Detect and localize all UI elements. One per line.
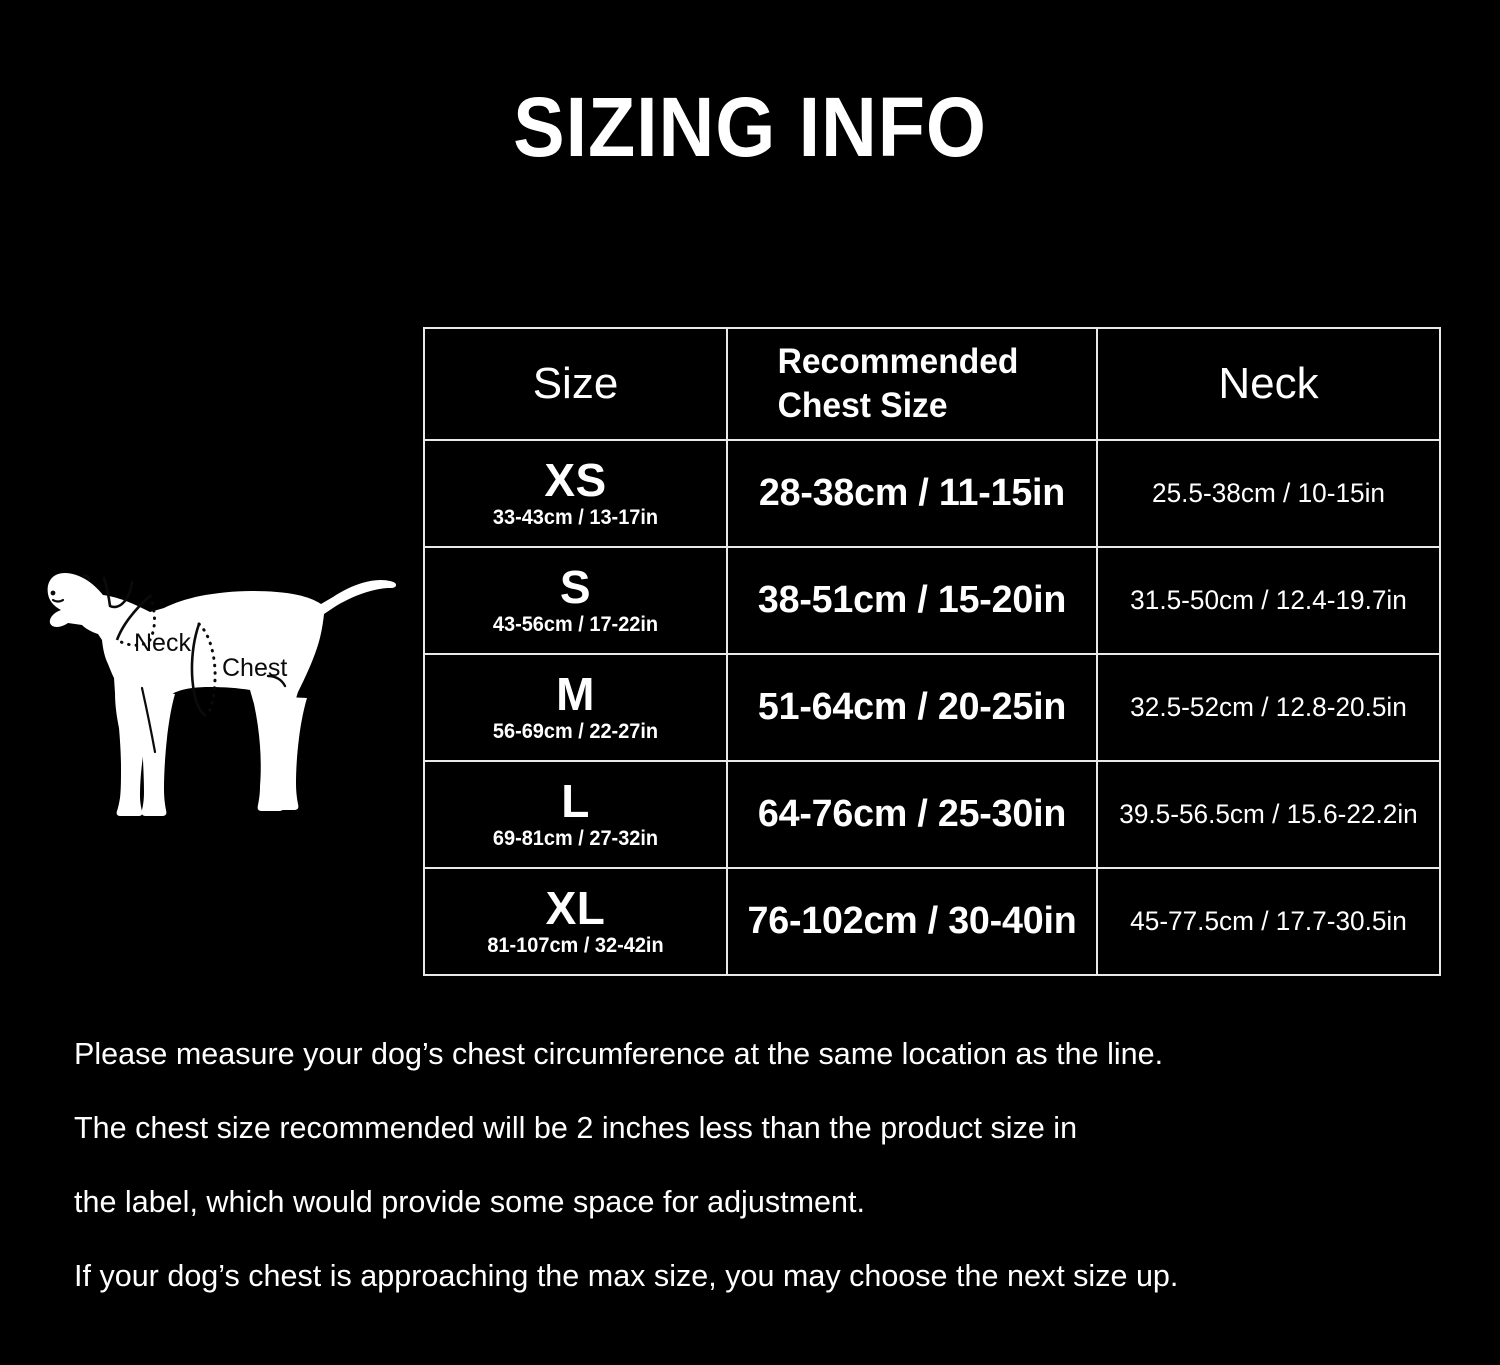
cell-chest-s: 38-51cm / 15-20in	[727, 546, 1097, 655]
size-range: 33-43cm / 13-17in	[492, 505, 659, 529]
dog-eye	[82, 574, 91, 582]
size-range: 69-81cm / 27-32in	[492, 826, 659, 850]
table-row: M 56-69cm / 22-27in 51-64cm / 20-25in 32…	[423, 653, 1440, 762]
dog-nose-dot	[50, 590, 56, 596]
size-letter: S	[559, 560, 592, 613]
dog-shoulder-line	[140, 686, 157, 754]
cell-chest-m: 51-64cm / 20-25in	[727, 653, 1097, 762]
note-line-2: The chest size recommended will be 2 inc…	[74, 1110, 1078, 1145]
cell-size-s: S 43-56cm / 17-22in	[423, 546, 728, 655]
header-size: Size	[423, 327, 728, 441]
cell-chest-xl: 76-102cm / 30-40in	[727, 867, 1097, 976]
sizing-table: Size Recommended Chest Size Neck XS 33-4…	[423, 327, 1441, 976]
header-chest-line1: Recommended	[777, 342, 1019, 382]
chest-label: Chest	[222, 654, 287, 682]
size-letter: XS	[544, 453, 607, 506]
chest-measure-dotted	[197, 622, 217, 718]
cell-neck-xs: 25.5-38cm / 10-15in	[1101, 439, 1436, 548]
table-row: L 69-81cm / 27-32in 64-76cm / 25-30in 39…	[423, 760, 1440, 869]
cell-chest-xs: 28-38cm / 11-15in	[727, 439, 1097, 548]
header-chest-line2: Chest Size	[777, 386, 948, 425]
table-header-row: Size Recommended Chest Size Neck	[423, 327, 1441, 441]
cell-size-l: L 69-81cm / 27-32in	[423, 760, 728, 869]
neck-label: Neck	[134, 629, 191, 657]
neck-measure-dotted	[115, 594, 156, 647]
notes-section: Please measure your dog’s chest circumfe…	[74, 1038, 1454, 1334]
table-row: S 43-56cm / 17-22in 38-51cm / 15-20in 31…	[423, 546, 1440, 655]
size-letter: M	[556, 667, 595, 720]
cell-chest-l: 64-76cm / 25-30in	[727, 760, 1097, 869]
note-line-4: If your dog’s chest is approaching the m…	[74, 1258, 1179, 1293]
page-title: SIZING INFO	[513, 80, 987, 174]
size-range: 81-107cm / 32-42in	[487, 933, 664, 957]
cell-neck-l: 39.5-56.5cm / 15.6-22.2in	[1101, 760, 1436, 869]
header-neck: Neck	[1096, 327, 1441, 441]
chest-measure-solid	[190, 623, 207, 718]
dog-far-rear-leg	[266, 696, 307, 810]
dog-haunch-line	[266, 674, 287, 688]
cell-size-m: M 56-69cm / 22-27in	[423, 653, 728, 762]
cell-neck-xl: 45-77.5cm / 17.7-30.5in	[1101, 867, 1436, 976]
dog-mouth-line	[51, 598, 65, 603]
note-line-3: the label, which would provide some spac…	[74, 1184, 865, 1219]
cell-size-xl: XL 81-107cm / 32-42in	[423, 867, 728, 976]
note-line-1: Please measure your dog’s chest circumfe…	[74, 1036, 1164, 1071]
dog-measurement-diagram: Neck Chest	[22, 528, 422, 828]
size-letter: L	[561, 774, 590, 827]
neck-measure-solid	[115, 595, 151, 641]
cell-neck-m: 32.5-52cm / 12.8-20.5in	[1101, 653, 1436, 762]
size-letter: XL	[545, 881, 606, 934]
cell-size-xs: XS 33-43cm / 13-17in	[423, 439, 728, 548]
dog-silhouette-path	[47, 573, 396, 816]
table-row: XS 33-43cm / 13-17in 28-38cm / 11-15in 2…	[423, 439, 1440, 548]
size-range: 56-69cm / 22-27in	[492, 719, 659, 743]
cell-neck-s: 31.5-50cm / 12.4-19.7in	[1101, 546, 1436, 655]
table-row: XL 81-107cm / 32-42in 76-102cm / 30-40in…	[423, 867, 1440, 976]
dog-ear	[102, 576, 134, 609]
size-range: 43-56cm / 17-22in	[492, 612, 659, 636]
header-recommended-chest-size: Recommended Chest Size	[733, 327, 1091, 441]
